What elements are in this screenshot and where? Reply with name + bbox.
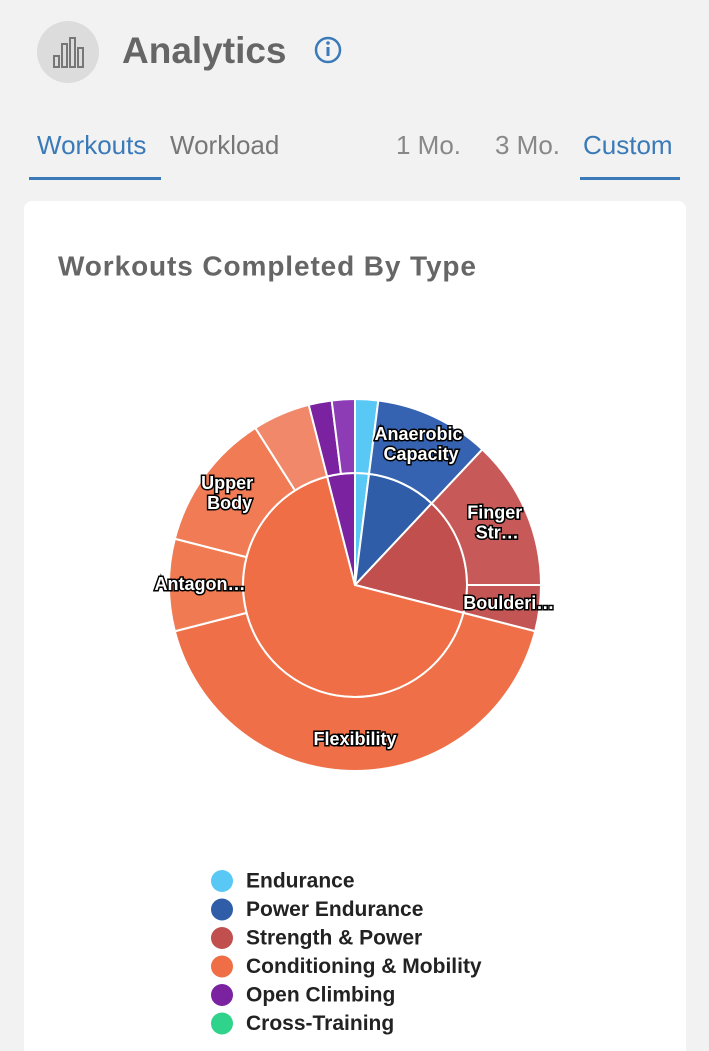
range-tab[interactable]: Custom	[583, 130, 673, 160]
outer-segment	[330, 397, 356, 476]
bar-icon	[53, 37, 84, 68]
legend-label: Strength & Power	[246, 927, 422, 950]
legend-marker	[211, 1012, 233, 1035]
range-underline	[580, 177, 680, 180]
legend-label: Open Climbing	[246, 984, 395, 1007]
legend-marker	[211, 898, 233, 921]
legend-label: Power Endurance	[246, 898, 423, 921]
segment-label: Upper Body	[201, 473, 258, 513]
legend-label: Endurance	[246, 870, 355, 893]
legend-label: Conditioning & Mobility	[246, 955, 482, 978]
chart-title: Workouts Completed By Type	[58, 250, 476, 281]
segment-label: Antagon…	[155, 574, 246, 594]
tab[interactable]: Workload	[170, 130, 279, 160]
range-tab[interactable]: 1 Mo.	[396, 130, 461, 160]
legend-marker	[211, 984, 233, 1006]
legend-label: Cross-Training	[246, 1012, 394, 1035]
tab-underline	[29, 177, 161, 180]
legend-marker	[211, 955, 233, 978]
legend: Endurance Power Endurance Strength & Power…	[211, 870, 482, 1035]
info-button[interactable]	[314, 36, 342, 64]
legend-marker	[211, 870, 233, 892]
segment-label: Anaerobic Capacity	[374, 424, 467, 464]
segment-label: Finger Str…	[467, 502, 527, 542]
tab[interactable]: Workouts	[37, 130, 146, 160]
range-tab[interactable]: 3 Mo.	[495, 130, 560, 160]
segment-label: Flexibility	[313, 729, 396, 749]
legend-marker	[211, 927, 233, 949]
page-title: Analytics	[122, 30, 287, 71]
outer-segment	[173, 611, 537, 772]
segment-label: Boulderi…	[463, 593, 554, 613]
